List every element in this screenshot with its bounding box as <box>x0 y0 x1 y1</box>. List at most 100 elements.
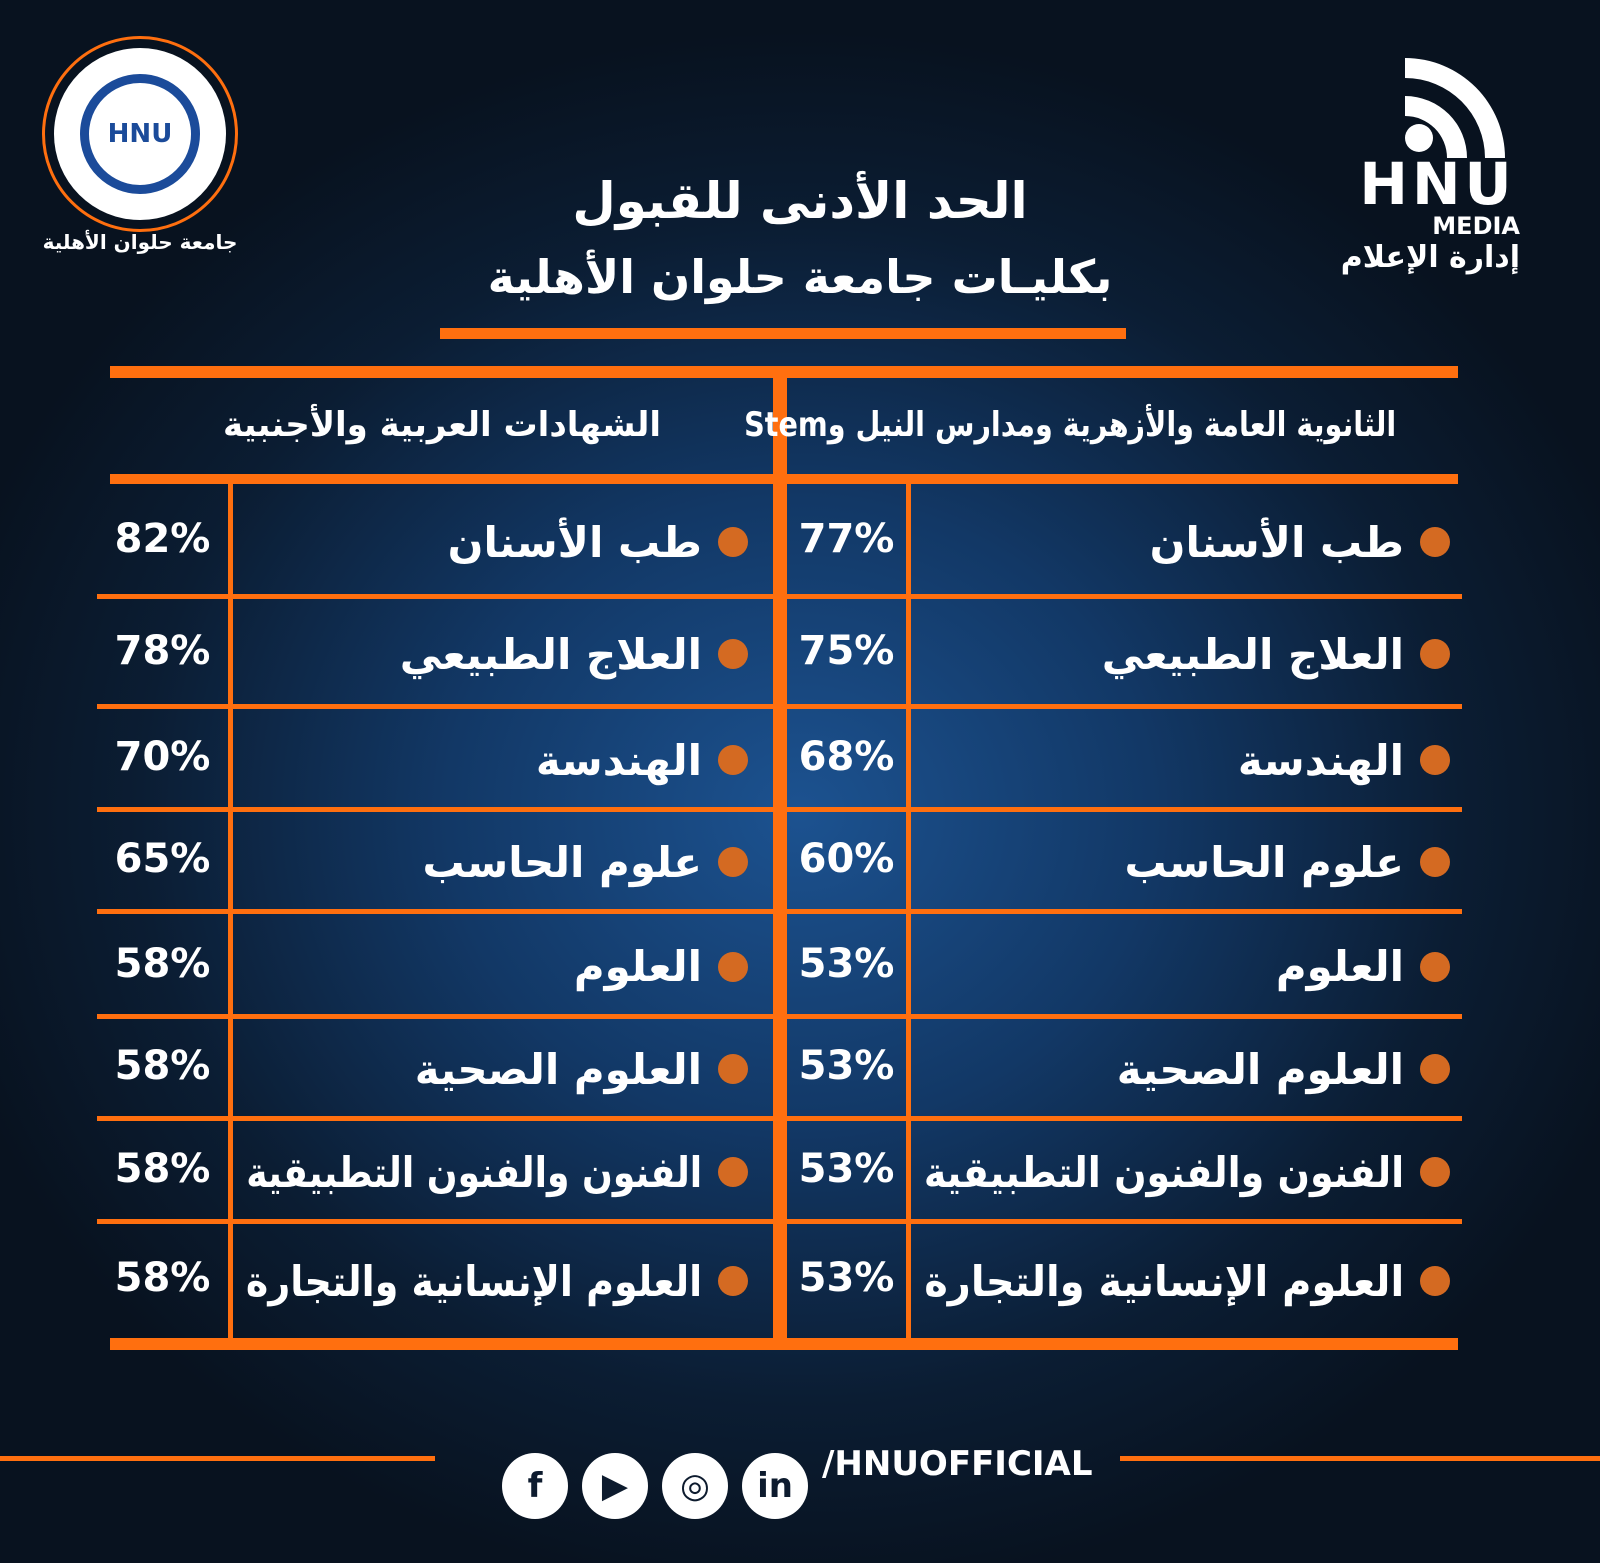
min-score-left: 78% <box>114 628 211 674</box>
logo-mark: HNU <box>80 74 200 194</box>
broadcast-icon <box>1405 58 1505 158</box>
media-logo-caption: إدارة الإعلام <box>1340 240 1520 275</box>
bullet-icon <box>718 527 748 557</box>
row-divider <box>97 594 773 599</box>
faculty-name: العلوم الصحية <box>414 1044 702 1094</box>
logo-caption: جامعة حلوان الأهلية <box>42 230 238 254</box>
bullet-icon <box>718 847 748 877</box>
faculty-left: علوم الحاسب <box>240 832 756 892</box>
min-score-right: 53% <box>798 940 895 987</box>
row-divider <box>787 807 1462 812</box>
linkedin-icon[interactable]: in <box>742 1453 808 1519</box>
faculty-left: العلوم الصحية <box>240 1039 756 1099</box>
faculty-name: العلوم الإنسانية والتجارة <box>245 1256 702 1306</box>
bullet-icon <box>1420 745 1450 775</box>
social-handle[interactable]: /HNUOFFICIAL <box>822 1444 1093 1484</box>
row-divider <box>97 704 773 709</box>
min-score-right: 53% <box>798 1043 895 1089</box>
faculty-left: الهندسة <box>240 730 756 790</box>
bullet-icon <box>1420 1266 1450 1296</box>
faculty-name: الهندسة <box>535 735 702 785</box>
bullet-icon <box>718 1054 748 1084</box>
min-score-left: 58% <box>114 1146 211 1192</box>
faculty-right: الفنون والفنون التطبيقية <box>918 1142 1458 1202</box>
faculty-name: العلاج الطبيعي <box>1101 629 1404 679</box>
bullet-icon <box>718 1266 748 1296</box>
min-score-right: 53% <box>798 1146 895 1192</box>
min-score-right: 75% <box>798 628 895 674</box>
min-score-left: 70% <box>114 734 211 780</box>
faculty-right: طب الأسنان <box>918 512 1458 572</box>
page-subtitle: بكليـات جامعة حلوان الأهلية <box>487 250 1113 304</box>
row-divider <box>787 1219 1462 1224</box>
faculty-name: العلوم <box>573 942 702 991</box>
divider <box>110 1338 1458 1350</box>
faculty-left: العلوم الإنسانية والتجارة <box>240 1251 756 1311</box>
bullet-icon <box>718 745 748 775</box>
faculty-left: الفنون والفنون التطبيقية <box>240 1142 756 1202</box>
faculty-name: الفنون والفنون التطبيقية <box>246 1147 702 1197</box>
header-left: الشهادات العربية والأجنبية <box>118 405 766 445</box>
min-score-left: 58% <box>114 1043 211 1089</box>
min-score-left: 58% <box>114 1255 211 1301</box>
min-score-left: 65% <box>114 836 211 882</box>
footer-line-right <box>1120 1456 1600 1461</box>
faculty-name: الهندسة <box>1237 735 1404 785</box>
faculty-name: العلاج الطبيعي <box>399 629 702 679</box>
faculty-name: علوم الحاسب <box>1124 837 1404 887</box>
bullet-icon <box>1420 951 1450 982</box>
instagram-icon[interactable]: ◎ <box>662 1453 728 1519</box>
faculty-name: الفنون والفنون التطبيقية <box>923 1147 1404 1197</box>
facebook-icon[interactable]: f <box>502 1453 568 1519</box>
min-score-left: 82% <box>114 516 211 562</box>
faculty-left: العلاج الطبيعي <box>240 624 756 684</box>
university-logo: HNU <box>42 36 238 232</box>
header-right-text: الثانوية العامة والأزهرية ومدارس النيل و… <box>743 405 1396 445</box>
min-score-right: 60% <box>798 836 895 882</box>
bullet-icon <box>718 1157 748 1187</box>
youtube-icon[interactable]: ▶ <box>582 1453 648 1519</box>
bullet-icon <box>1420 527 1450 557</box>
bullet-icon <box>1420 639 1450 669</box>
row-divider <box>97 1219 773 1224</box>
faculty-name: علوم الحاسب <box>422 837 702 887</box>
min-score-left: 58% <box>114 940 211 987</box>
row-divider <box>787 1116 1462 1121</box>
faculty-name: العلوم <box>1275 942 1404 991</box>
faculty-right: العلوم الصحية <box>918 1039 1458 1099</box>
header-right: الثانوية العامة والأزهرية ومدارس النيل و… <box>744 405 1457 445</box>
row-divider <box>97 1014 773 1019</box>
footer-line-left <box>0 1456 435 1461</box>
page-title: الحد الأدنى للقبول <box>572 172 1028 230</box>
faculty-right: العلاج الطبيعي <box>918 624 1458 684</box>
bullet-icon <box>1420 847 1450 877</box>
faculty-right: العلوم الإنسانية والتجارة <box>918 1251 1458 1311</box>
title-underline <box>440 328 1126 339</box>
header-left-text: الشهادات العربية والأجنبية <box>222 405 662 445</box>
faculty-right: علوم الحاسب <box>918 832 1458 892</box>
row-divider <box>787 909 1462 914</box>
divider <box>773 378 787 1340</box>
faculty-right: العلوم <box>918 937 1458 997</box>
faculty-name: العلوم الإنسانية والتجارة <box>924 1256 1404 1306</box>
row-divider <box>97 1116 773 1121</box>
faculty-left: طب الأسنان <box>240 512 756 572</box>
row-divider <box>787 1014 1462 1019</box>
min-score-right: 77% <box>798 516 895 562</box>
row-divider <box>97 807 773 812</box>
faculty-right: الهندسة <box>918 730 1458 790</box>
faculty-name: العلوم الصحية <box>1116 1044 1404 1094</box>
row-divider <box>97 909 773 914</box>
bullet-icon <box>718 639 748 669</box>
media-logo-mark: HNU <box>1359 150 1516 218</box>
bullet-icon <box>1420 1157 1450 1187</box>
faculty-left: العلوم <box>240 937 756 997</box>
faculty-name: طب الأسنان <box>1149 517 1404 567</box>
divider <box>110 366 1458 378</box>
row-divider <box>787 594 1462 599</box>
media-logo-sub: MEDIA <box>1432 212 1520 240</box>
bullet-icon <box>1420 1054 1450 1084</box>
min-score-right: 53% <box>798 1255 895 1301</box>
row-divider <box>787 704 1462 709</box>
min-score-right: 68% <box>798 734 895 780</box>
